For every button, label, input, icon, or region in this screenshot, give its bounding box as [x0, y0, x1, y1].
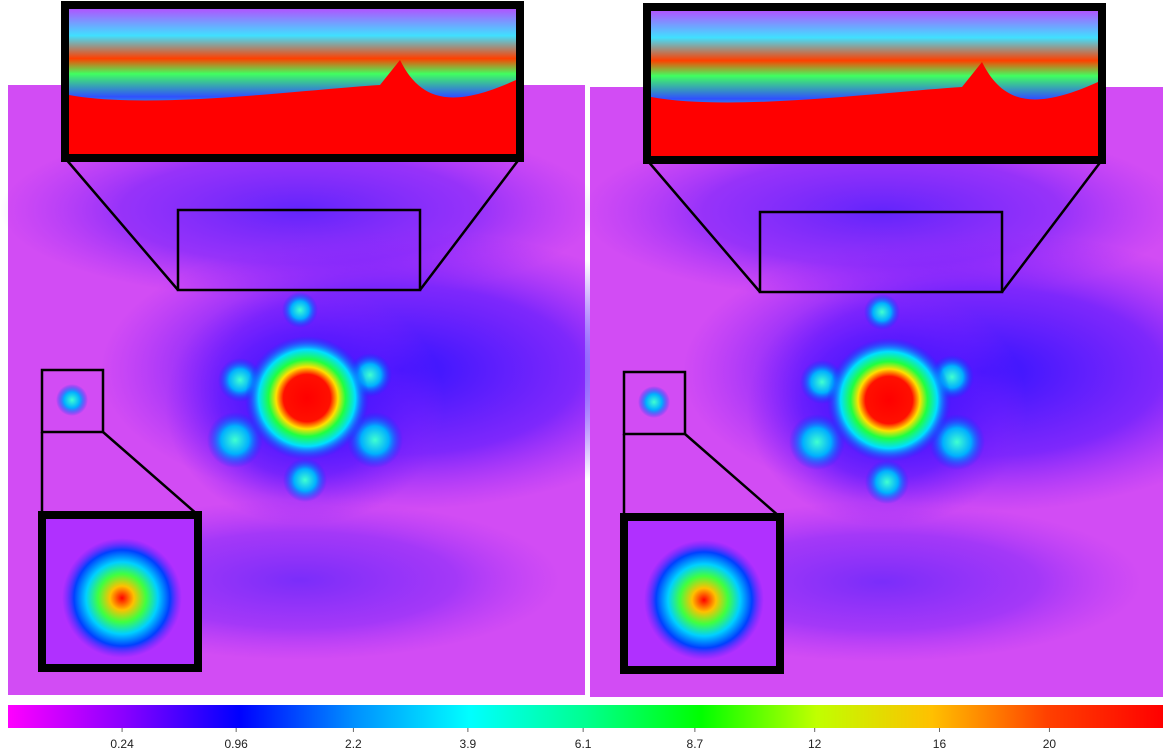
- connector: [684, 433, 781, 518]
- spot: [283, 458, 327, 502]
- inset-spot: [62, 538, 182, 658]
- tick-label: 16: [933, 737, 947, 751]
- tick-label: 2.2: [345, 737, 362, 751]
- tick-label: 0.96: [224, 737, 248, 751]
- inset-frame: [38, 511, 202, 672]
- spot: [282, 292, 318, 328]
- connector: [1001, 159, 1103, 293]
- zoom-box: [176, 208, 422, 292]
- connector: [646, 159, 761, 293]
- heatmap-panel: [582, 3, 1163, 697]
- spot: [207, 412, 263, 468]
- zoom-box: [622, 370, 687, 436]
- colorbar: [8, 705, 1163, 728]
- spot: [865, 460, 909, 504]
- connector: [102, 431, 199, 516]
- connector: [64, 157, 179, 291]
- spot: [638, 386, 670, 418]
- tick-label: 20: [1043, 737, 1057, 751]
- tick-label: 12: [808, 737, 822, 751]
- inset-spot: [644, 540, 764, 660]
- spot: [56, 384, 88, 416]
- inset-frame: [61, 1, 524, 162]
- core: [827, 338, 951, 462]
- connector: [419, 157, 521, 291]
- zoom-box: [40, 368, 105, 434]
- tick-label: 8.7: [687, 737, 704, 751]
- spot: [864, 294, 900, 330]
- inset-region: [651, 62, 1098, 156]
- core: [245, 336, 369, 460]
- inset-frame: [643, 3, 1106, 164]
- zoom-box: [758, 210, 1004, 294]
- inset-region: [69, 60, 516, 154]
- tick-label: 6.1: [575, 737, 592, 751]
- tick-label: 3.9: [460, 737, 477, 751]
- inset-frame: [620, 513, 784, 674]
- spot: [789, 414, 845, 470]
- tick-label: 0.24: [110, 737, 134, 751]
- heatmap-panel: [0, 1, 700, 695]
